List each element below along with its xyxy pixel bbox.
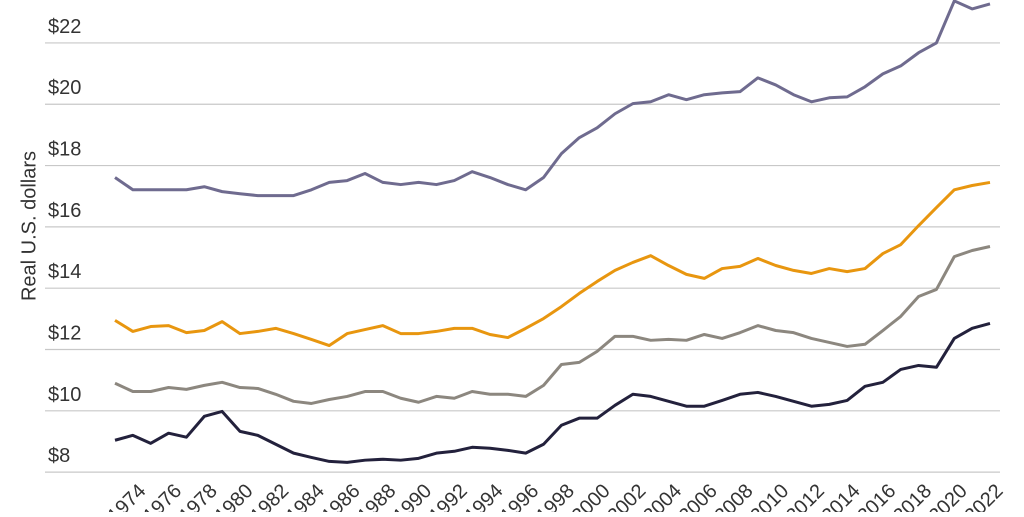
- y-tick-label: $12: [48, 323, 81, 345]
- y-tick-label: $18: [48, 139, 81, 161]
- y-tick-label: $22: [48, 16, 81, 38]
- series-line: [114, 322, 991, 464]
- series-line: [114, 180, 991, 348]
- y-tick-label: $20: [48, 77, 81, 99]
- y-axis-label: Real U.S. dollars: [18, 151, 40, 301]
- y-tick-label: $10: [48, 384, 81, 406]
- y-tick-label: $14: [48, 261, 81, 283]
- y-tick-label: $16: [48, 200, 81, 222]
- y-tick-label: $8: [48, 445, 70, 467]
- series-line: [114, 0, 991, 198]
- series-line: [114, 245, 991, 405]
